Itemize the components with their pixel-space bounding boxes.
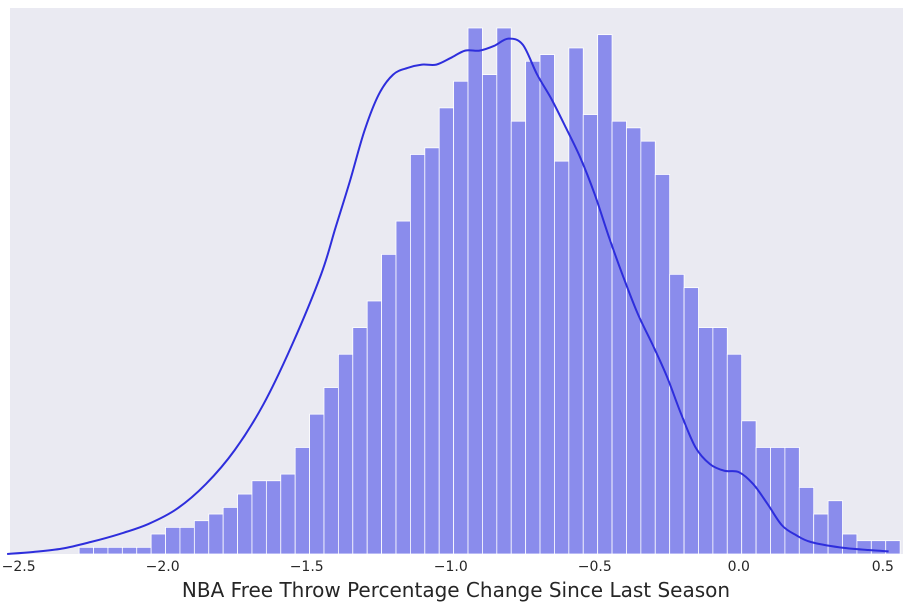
histogram-bar bbox=[323, 387, 339, 555]
histogram-bar bbox=[93, 546, 109, 555]
histogram-bar bbox=[510, 120, 527, 555]
histogram-bar bbox=[294, 447, 310, 555]
histogram-bar bbox=[193, 520, 210, 555]
x-axis-title: NBA Free Throw Percentage Change Since L… bbox=[182, 578, 730, 602]
histogram-bar bbox=[856, 540, 872, 555]
histogram-bar bbox=[136, 546, 152, 555]
histogram-bar bbox=[150, 533, 166, 555]
histogram-bar bbox=[121, 546, 138, 555]
x-tick-label: −1.5 bbox=[290, 559, 324, 575]
histogram-bar bbox=[381, 253, 397, 555]
histogram-bar bbox=[726, 353, 743, 555]
histogram-bar bbox=[755, 447, 771, 555]
histogram-bar bbox=[842, 533, 858, 555]
histogram-bar bbox=[770, 447, 786, 555]
kde-curve bbox=[7, 37, 889, 555]
histogram-bar bbox=[395, 220, 411, 555]
histogram-bar bbox=[496, 27, 512, 555]
histogram-bar bbox=[366, 300, 383, 555]
histogram-bar bbox=[237, 493, 253, 555]
histogram-bar bbox=[208, 513, 224, 555]
histogram-bar bbox=[597, 34, 613, 555]
histogram-bar bbox=[885, 540, 901, 555]
histogram-bar bbox=[467, 27, 483, 555]
histogram-bar bbox=[251, 480, 267, 555]
histogram-bar bbox=[280, 473, 296, 555]
x-tick-label: −1.0 bbox=[434, 559, 468, 575]
histogram-bar bbox=[424, 147, 440, 555]
histogram-bar bbox=[813, 513, 829, 555]
histogram-bar bbox=[165, 526, 181, 555]
histogram-bar bbox=[179, 526, 195, 555]
histogram-bar bbox=[410, 154, 426, 555]
x-tick-label: −2.0 bbox=[146, 559, 180, 575]
histogram-bar bbox=[309, 413, 325, 555]
x-axis-ticks: −2.5 −2.0 −1.5 −1.0 −0.5 0.0 0.5 bbox=[2, 559, 894, 575]
histogram-bar bbox=[482, 74, 498, 555]
histogram-bar bbox=[683, 287, 699, 555]
histogram-bar bbox=[798, 487, 815, 555]
x-tick-label: −2.5 bbox=[2, 559, 36, 575]
histogram-bar bbox=[698, 327, 714, 555]
histogram-bar bbox=[107, 546, 123, 555]
histogram-bar bbox=[539, 54, 555, 555]
histogram-bar bbox=[265, 480, 282, 555]
histogram-bar bbox=[438, 107, 455, 555]
histogram-bar bbox=[78, 546, 94, 555]
histogram-bar bbox=[352, 327, 368, 555]
histogram-bar bbox=[827, 500, 843, 555]
histogram-bar bbox=[222, 506, 238, 555]
histogram-bar bbox=[741, 420, 757, 555]
histogram-bar bbox=[554, 160, 570, 555]
x-tick-label: 0.5 bbox=[872, 559, 894, 575]
histogram-bar bbox=[626, 127, 642, 555]
histogram-bars bbox=[78, 27, 901, 555]
x-tick-label: 0.0 bbox=[728, 559, 750, 575]
x-tick-label: −0.5 bbox=[578, 559, 612, 575]
histogram-bar bbox=[453, 80, 469, 555]
histogram-bar bbox=[712, 327, 728, 555]
histogram-bar bbox=[784, 447, 800, 555]
histogram-bar bbox=[337, 353, 354, 555]
histogram-bar bbox=[568, 47, 584, 555]
histogram-bar bbox=[525, 60, 541, 555]
histogram-bar bbox=[611, 120, 627, 555]
